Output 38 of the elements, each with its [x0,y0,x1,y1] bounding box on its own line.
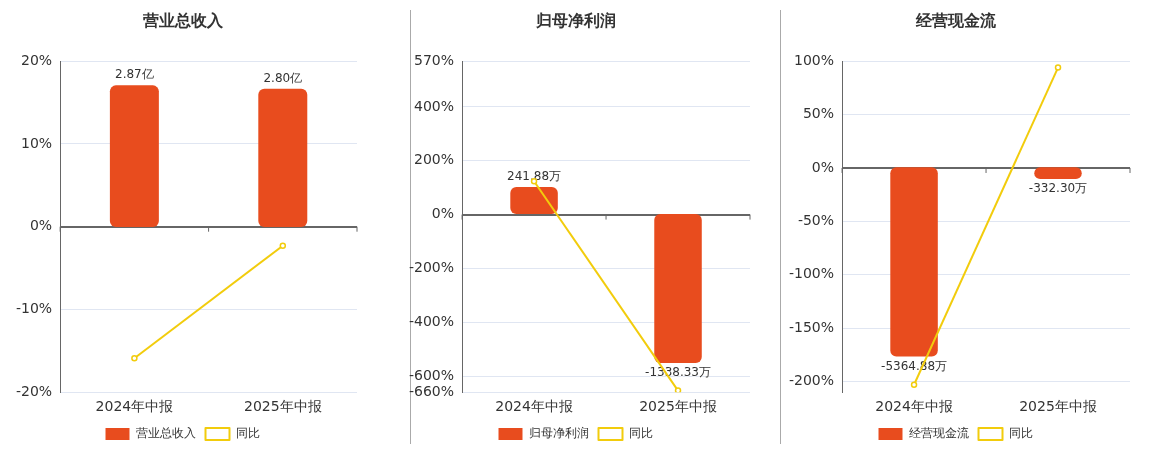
data-label: 2.80亿 [263,70,303,85]
x-tick-label: 2025年中报 [1019,398,1097,415]
x-tick-label: 2024年中报 [875,398,953,415]
x-tick-label: 2025年中报 [243,398,322,415]
x-tick-label: 2024年中报 [495,398,573,415]
y-tick-label: -660% [409,382,455,399]
y-tick-label: 400% [414,97,455,114]
y-tick-label: 200% [414,151,455,168]
y-tick-label: -150% [789,318,835,335]
y-tick-label: 0% [431,205,455,222]
legend-label: 同比 [1008,426,1033,441]
y-tick-label: -400% [409,312,455,329]
y-tick-label: -600% [409,366,455,383]
y-tick-label: 0% [29,217,53,234]
y-tick-label: 50% [802,105,835,122]
x-tick-label: 2024年中报 [95,398,174,415]
legend-label: 同比 [235,426,260,441]
y-tick-label: 570% [414,51,455,68]
legend-label: 同比 [628,426,653,441]
legend-label: 经营现金流 [908,426,969,441]
legend-label: 营业总收入 [135,426,196,441]
y-tick-label: 10% [21,134,53,151]
data-label: 2.87亿 [115,67,154,82]
y-tick-label: -50% [797,212,835,228]
y-tick-label: 20% [21,51,53,68]
y-tick-label: -200% [409,259,455,276]
y-tick-label: -200% [789,372,835,389]
y-tick-label: 0% [811,158,835,175]
chart-title: 经营现金流 [914,10,997,30]
chart-title: 营业总收入 [141,10,224,30]
y-tick-label: 100% [794,51,835,68]
y-tick-label: -20% [16,382,53,399]
legend-label: 归母净利润 [528,426,589,441]
chart-title: 归母净利润 [534,10,616,30]
data-label: -332.30万 [1028,181,1088,196]
x-tick-label: 2025年中报 [639,398,717,415]
y-tick-label: -10% [16,300,53,317]
y-tick-label: -100% [789,265,835,282]
